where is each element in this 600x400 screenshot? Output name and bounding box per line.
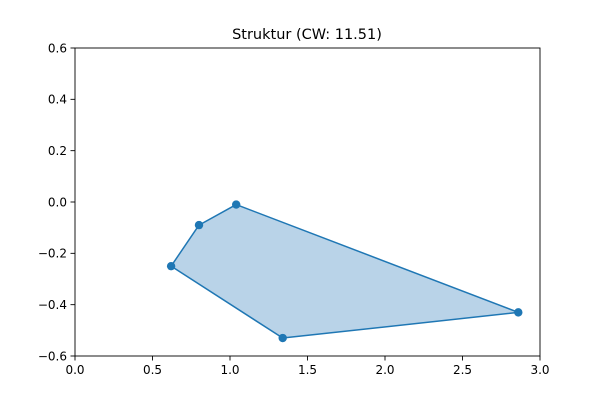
- x-tick-label: 1.0: [220, 363, 239, 377]
- x-tick-label: 1.5: [298, 363, 317, 377]
- series-fill-area: [171, 204, 519, 339]
- data-point: [194, 220, 204, 230]
- axes: 0.0 0.5 1.0 1.5 2.0 2.5 3.0 −0.6 −0.4 −0.2 0.0 0.2 0…: [38, 41, 550, 377]
- y-tick-label: −0.6: [38, 349, 67, 363]
- x-tick-label: 0.5: [143, 363, 162, 377]
- y-tick-label: 0.0: [48, 195, 67, 209]
- x-tick-label: 2.0: [375, 363, 394, 377]
- x-tick-label: 2.5: [453, 363, 472, 377]
- data-point: [232, 200, 241, 209]
- y-tick-label: 0.4: [48, 93, 67, 107]
- y-tick-label: 0.2: [48, 144, 67, 158]
- plot-area: [166, 200, 523, 343]
- x-tick-label: 0.0: [65, 363, 84, 377]
- data-point: [514, 308, 523, 317]
- y-tick-label: −0.2: [38, 247, 67, 261]
- data-point: [166, 261, 176, 271]
- x-tick-label: 3.0: [530, 363, 549, 377]
- chart-title: Struktur (CW: 11.51): [232, 27, 382, 43]
- y-tick-label: 0.6: [48, 41, 67, 55]
- data-point: [278, 333, 287, 343]
- y-tick-label: −0.4: [38, 298, 67, 312]
- series-line: [170, 203, 520, 339]
